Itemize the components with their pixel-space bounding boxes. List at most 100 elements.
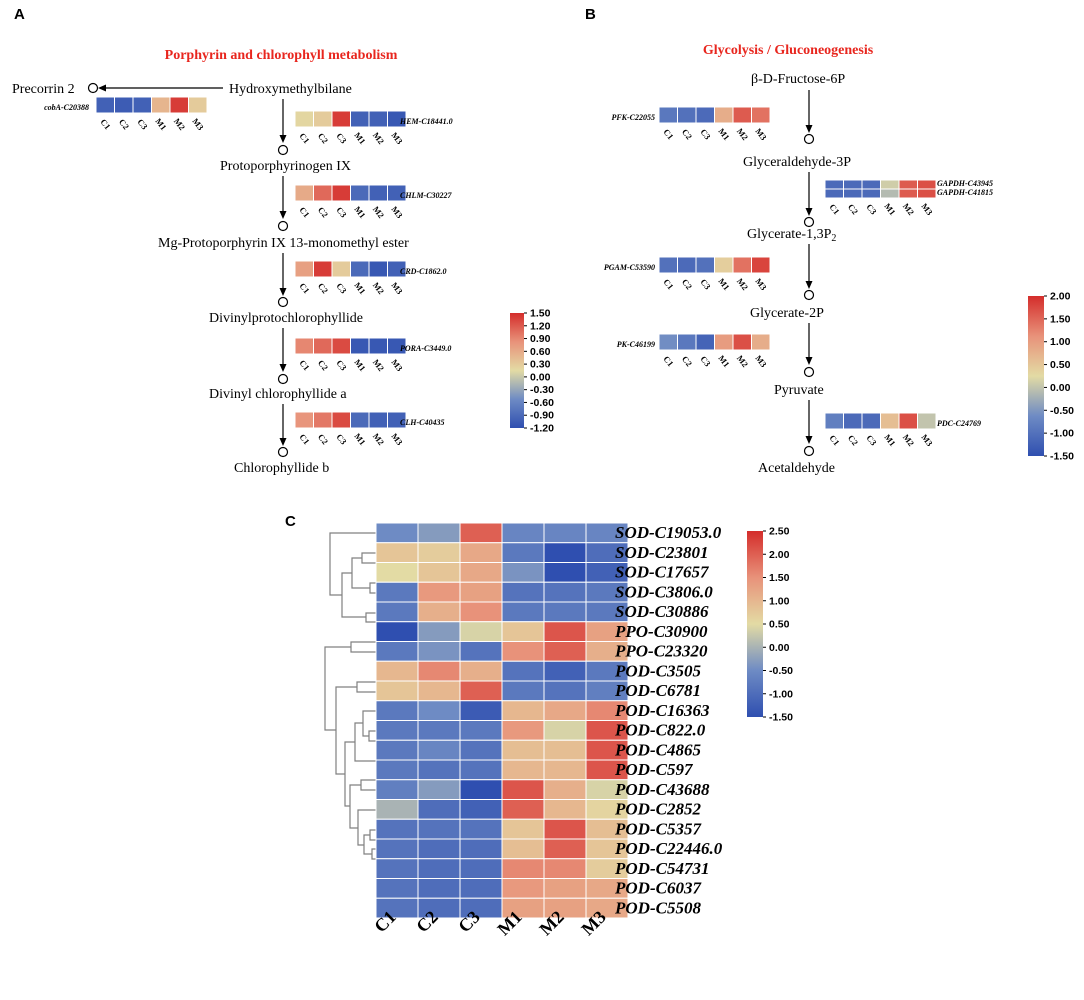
- arrowhead-b-3: [805, 281, 813, 289]
- gene-label: PFK-C22055: [611, 113, 655, 122]
- arrowhead-b-1: [805, 125, 813, 133]
- heatmap-cell: [375, 759, 419, 781]
- node-a-side: [87, 82, 99, 94]
- heatmap-cell: [375, 838, 419, 860]
- heatmap-strip: CLH-C40435 C1 C2 C3 M1 M2 M3: [294, 411, 444, 447]
- heatmap-cell: [459, 838, 503, 860]
- heatmap-cell: [732, 256, 752, 274]
- column-label: M1: [352, 204, 367, 220]
- node-b-1: [803, 133, 815, 145]
- heatmap-cell: [843, 188, 863, 199]
- heatmap-cell: [543, 581, 587, 603]
- heatmap-cell: [375, 739, 419, 761]
- heatmap-cell: [294, 411, 314, 429]
- column-label: C1: [98, 117, 112, 131]
- heatmap-cell: [543, 680, 587, 702]
- heatmap-strip: CHLM-C30227 C1 C2 C3 M1 M2 M3: [294, 184, 453, 220]
- color-legend-bar: [510, 313, 524, 428]
- column-label: C1: [297, 432, 311, 446]
- heatmap-cell: [350, 411, 370, 429]
- column-label: M3: [389, 357, 404, 373]
- heatmap-cell: [501, 601, 545, 623]
- gene-label: POD-C3505: [614, 661, 701, 680]
- panel-a-compound-5: Divinyl chlorophyllide a: [209, 387, 347, 402]
- gene-label: CHLM-C30227: [400, 191, 453, 200]
- dendrogram-branch: [356, 681, 376, 693]
- heatmap-cell: [417, 562, 461, 583]
- legend-tick-label: -1.20: [530, 423, 554, 435]
- heatmap-cell: [387, 184, 407, 202]
- panel-b-compound-1: β-D-Fructose-6P: [751, 72, 845, 87]
- heatmap-cell: [417, 739, 461, 761]
- panel-a-compound-4: Divinylprotochlorophyllide: [209, 311, 363, 326]
- heatmap-cell: [375, 720, 419, 741]
- heatmap-cell: [824, 179, 844, 190]
- heatmap-cell: [917, 179, 937, 190]
- heatmap-cell: [417, 858, 461, 879]
- column-label: C2: [316, 432, 330, 446]
- heatmap-cell: [375, 878, 419, 899]
- dendrogram-branch: [329, 532, 376, 596]
- dendrogram-branch: [363, 834, 372, 855]
- column-label: C3: [135, 117, 149, 131]
- column-label: M2: [735, 353, 750, 369]
- heatmap-cell: [732, 333, 752, 351]
- legend-tick-label: 0.00: [769, 642, 790, 654]
- heatmap-cell: [501, 581, 545, 603]
- legend-tick-label: -1.50: [769, 712, 793, 724]
- dendrogram-branch: [361, 552, 376, 564]
- column-label: C1: [827, 202, 841, 216]
- column-label: M2: [172, 116, 187, 132]
- heatmap-cell: [501, 700, 545, 721]
- node-a-1: [277, 144, 289, 156]
- color-legend: 2.50 2.00 1.50 1.00 0.50 0.00 -0.50 -1.00 -1.50: [747, 526, 793, 724]
- gene-label: POD-C6037: [614, 879, 702, 898]
- arrowhead-a-side: [98, 84, 106, 92]
- heatmap-cell: [417, 818, 461, 840]
- heatmap-cell: [417, 522, 461, 544]
- heatmap-cell: [459, 858, 503, 879]
- column-label: M1: [716, 126, 731, 142]
- node-a-3: [277, 296, 289, 308]
- column-label: M2: [901, 201, 916, 217]
- heatmap-cell: [543, 542, 587, 563]
- heatmap-cell: [714, 106, 734, 124]
- heatmap-cell: [375, 700, 419, 721]
- arrowhead-b-4: [805, 357, 813, 365]
- heatmap-cell: [501, 779, 545, 800]
- heatmap-cell: [695, 106, 715, 124]
- heatmap-cell: [501, 838, 545, 860]
- panel-b-compound-3-sub: 2: [831, 233, 836, 244]
- gene-label: PPO-C23320: [614, 642, 708, 661]
- arrowhead-a-4: [279, 364, 287, 372]
- heatmap-cell: [375, 858, 419, 879]
- heatmap-cell: [417, 759, 461, 781]
- heatmap-cell: [714, 256, 734, 274]
- dendrogram-branch: [369, 582, 376, 594]
- heatmap-cell: [417, 680, 461, 702]
- dendrogram: [324, 532, 376, 860]
- column-label: C3: [334, 358, 348, 372]
- heatmap-cell: [543, 660, 587, 682]
- heatmap-cell: [387, 337, 407, 355]
- heatmap-cell: [417, 581, 461, 603]
- heatmap-cell: [459, 878, 503, 899]
- column-label: C2: [846, 202, 860, 216]
- heatmap-strip: GAPDH-C41815 C1 C2 C3 M1 M2 M3: [824, 188, 993, 217]
- column-label: C1: [297, 358, 311, 372]
- heatmap-cell: [368, 411, 388, 429]
- heatmap-cell: [501, 680, 545, 702]
- arrowhead-a-2: [279, 211, 287, 219]
- heatmap-cell: [677, 106, 697, 124]
- heatmap-cell: [417, 601, 461, 623]
- heatmap-cell: [151, 96, 171, 114]
- heatmap-cell: [375, 542, 419, 563]
- panel-b-compound-4: Glycerate-2P: [750, 306, 824, 321]
- legend-tick-label: 0.00: [530, 371, 551, 383]
- heatmap-cell: [294, 260, 314, 278]
- heatmap-cell: [331, 184, 351, 202]
- column-label: C1: [297, 205, 311, 219]
- column-label: M2: [371, 431, 386, 447]
- color-legends: 1.501.200.900.600.300.00-0.30-0.60-0.90-…: [510, 291, 1074, 724]
- heatmap-cell: [387, 110, 407, 128]
